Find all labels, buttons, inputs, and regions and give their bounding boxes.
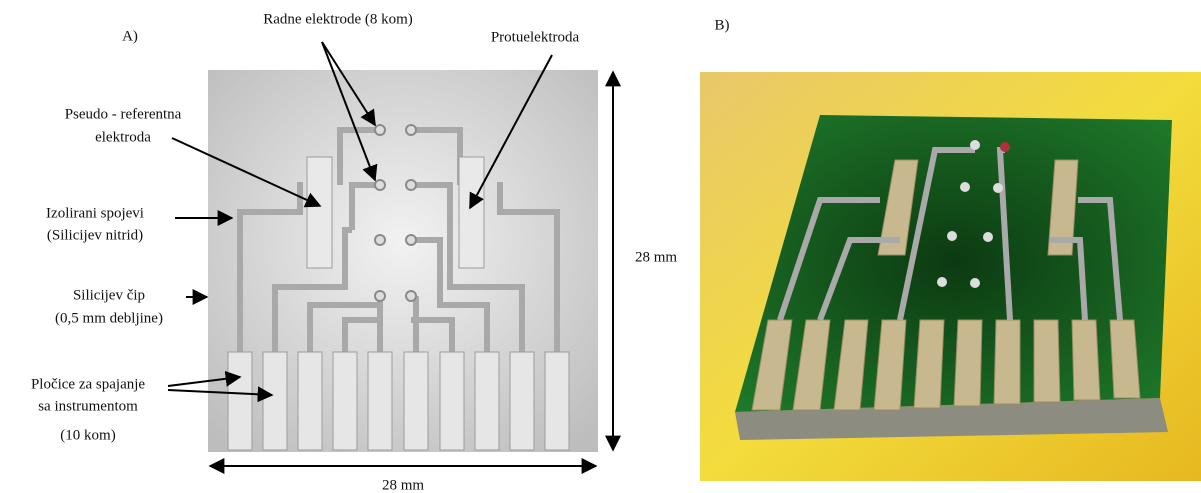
annotation: Radne elektrode (8 kom)	[263, 11, 413, 27]
traces	[237, 127, 560, 352]
dimension-label: 28 mm	[382, 477, 424, 493]
annotation: Silicijev čip	[73, 287, 145, 303]
annotation: Pseudo - referentna	[65, 106, 182, 122]
chip-photo	[700, 72, 1201, 481]
annotation: (0,5 mm debljine)	[55, 310, 163, 326]
annotation: sa instrumentom	[38, 398, 138, 414]
arrows	[167, 41, 621, 474]
annotation: (Silicijev nitrid)	[47, 227, 143, 243]
panel-label: A)	[122, 28, 138, 44]
annotation: (10 kom)	[60, 427, 115, 443]
annotation: elektroda	[95, 129, 151, 145]
annotation: Pločice za spajanje	[31, 376, 145, 392]
panel-label: B)	[715, 17, 730, 33]
annotation: Protuelektroda	[491, 29, 580, 45]
annotation: Izolirani spojevi	[46, 205, 144, 221]
dimension-label: 28 mm	[635, 249, 677, 265]
